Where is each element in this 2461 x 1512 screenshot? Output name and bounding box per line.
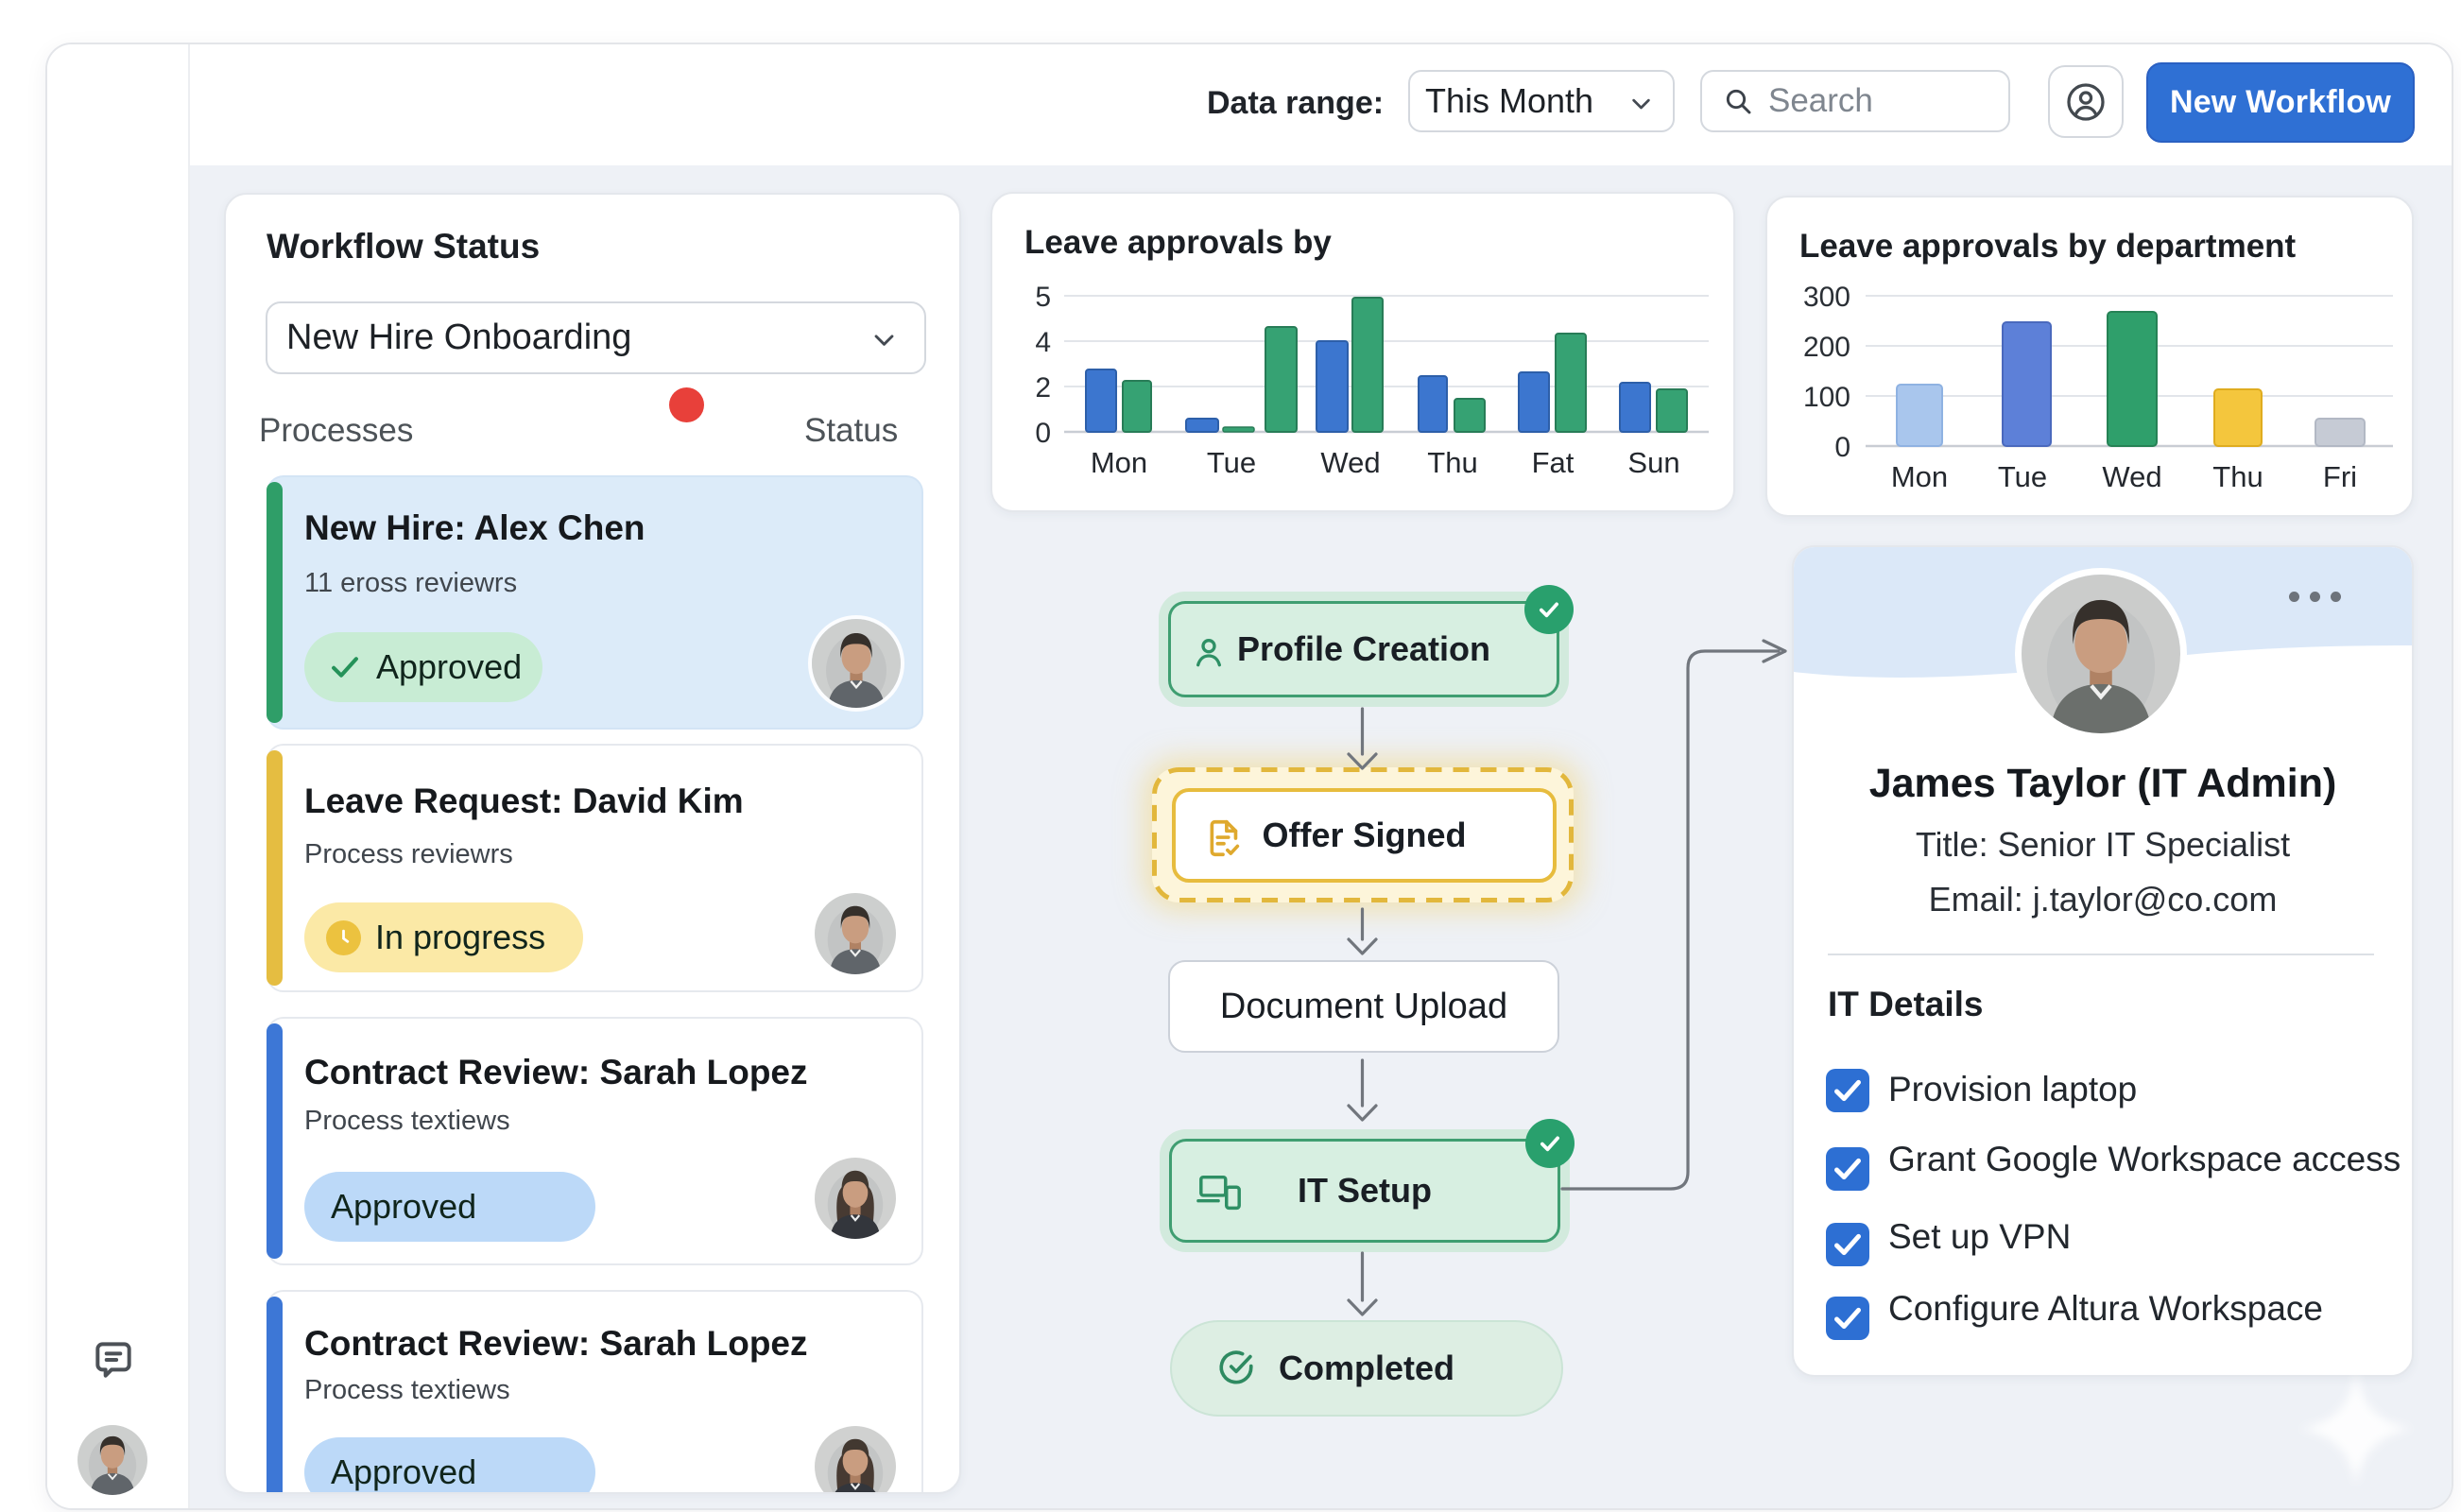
svg-text:Wed: Wed	[2102, 460, 2161, 493]
svg-text:Mon: Mon	[1091, 446, 1147, 479]
svg-text:Tue: Tue	[1998, 460, 2047, 493]
svg-text:200: 200	[1803, 332, 1850, 363]
svg-text:5: 5	[1035, 282, 1051, 313]
svg-text:Thu: Thu	[1427, 446, 1477, 479]
svg-text:4: 4	[1035, 327, 1051, 358]
svg-text:Sun: Sun	[1627, 446, 1679, 479]
svg-text:Fri: Fri	[2323, 460, 2357, 493]
svg-text:0: 0	[1035, 418, 1051, 449]
svg-text:100: 100	[1803, 382, 1850, 413]
svg-text:Tue: Tue	[1207, 446, 1256, 479]
svg-text:Leave approvals by: Leave approvals by	[1024, 224, 1332, 261]
svg-text:Leave approvals by department: Leave approvals by department	[1799, 228, 2297, 265]
svg-text:300: 300	[1803, 282, 1850, 313]
svg-text:Wed: Wed	[1320, 446, 1380, 479]
svg-text:2: 2	[1035, 372, 1051, 404]
svg-text:Thu: Thu	[2212, 460, 2263, 493]
svg-text:Mon: Mon	[1891, 460, 1948, 493]
svg-text:0: 0	[1834, 432, 1850, 463]
svg-text:Fat: Fat	[1532, 446, 1575, 479]
